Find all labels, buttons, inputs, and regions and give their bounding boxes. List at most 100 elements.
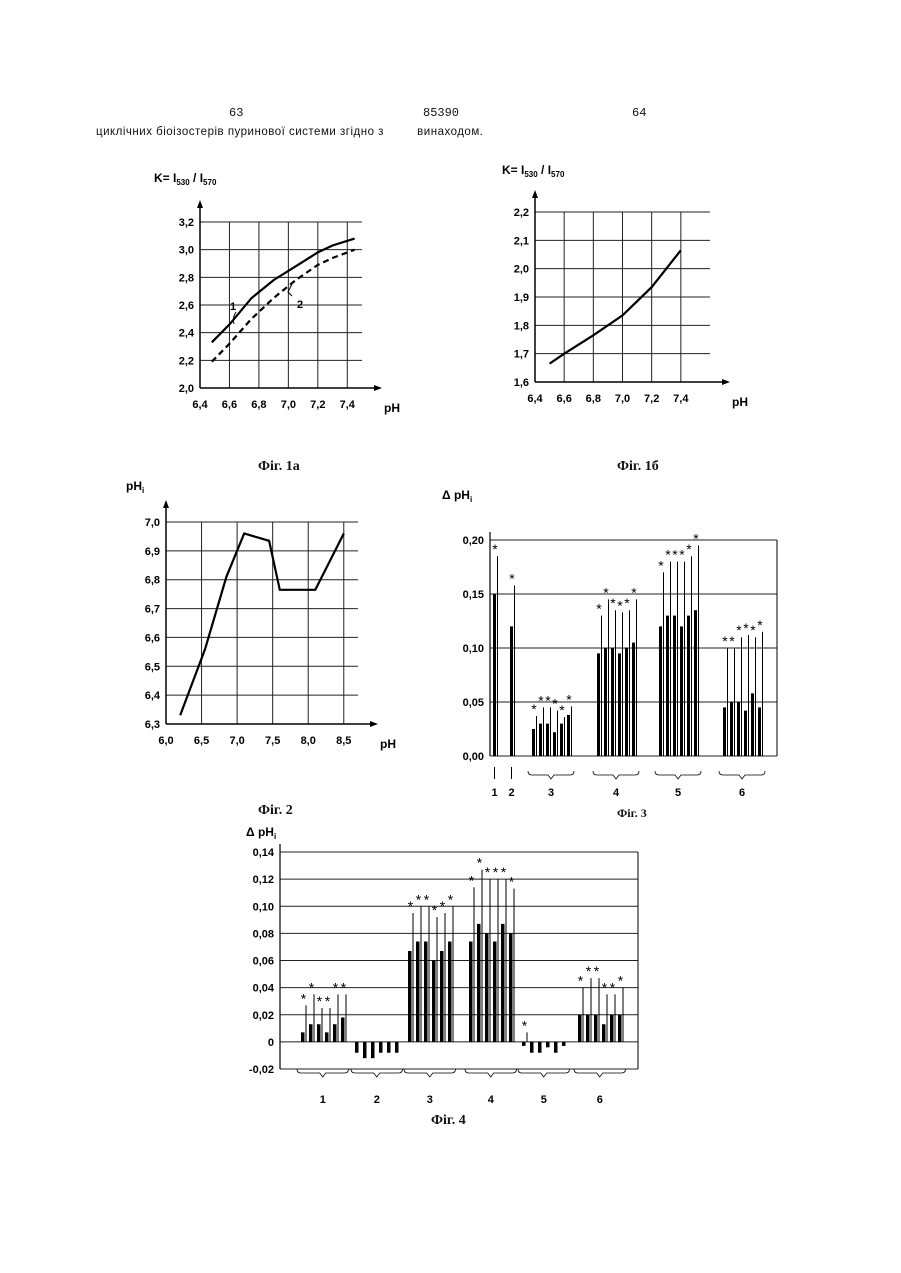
y-tick-label: 6,7 [145,604,160,616]
x-axis-label: pH [384,401,400,415]
bar [539,724,542,756]
y-tick-label: 0,05 [463,697,484,709]
fig1a-chart: 2,02,22,42,62,83,03,26,46,66,87,07,27,4p… [140,160,400,460]
fig1a-caption: Фіг. 1а [258,459,300,475]
y-tick-label: 2,2 [179,355,194,367]
y-tick-label: 0,10 [463,643,484,655]
bar [744,711,747,756]
x-tick-label: 7,2 [644,393,659,405]
bar [395,1042,399,1053]
bar [666,616,669,756]
fig1b-caption: Фіг. 1б [617,459,659,475]
bar [723,707,726,756]
group-label: 4 [488,1094,495,1106]
bar [659,626,662,756]
group-brace [655,771,701,779]
group-brace [518,1069,570,1077]
bar [680,626,683,756]
y-tick-label: 0,02 [253,1010,274,1022]
fig3-y-axis-label: Δ pHi [442,488,472,504]
significance-marker: * [610,979,616,995]
bar [594,1015,598,1042]
bar [618,653,621,756]
significance-marker: * [566,691,572,707]
significance-marker: * [722,633,728,649]
y-tick-label: 2,4 [179,328,195,340]
bar [522,1042,526,1046]
group-brace [593,771,639,779]
bar [625,648,628,756]
y-tick-label: 2,0 [179,383,194,395]
fig2-caption: Фіг. 2 [258,803,293,819]
x-tick-label: 8,5 [336,735,351,747]
group-label: 6 [597,1094,603,1106]
group-label: 4 [613,787,620,799]
bar [416,942,420,1042]
y-tick-label: 2,6 [179,300,194,312]
bar [309,1024,313,1042]
bar [333,1024,337,1042]
fig1a-y-axis-label: K= I530 / I570 [154,171,217,187]
y-tick-label: 3,2 [179,217,194,229]
significance-marker: * [416,891,422,907]
bar [562,1042,566,1046]
bar [325,1032,329,1041]
significance-marker: * [578,973,584,989]
y-tick-label: 3,0 [179,245,194,257]
significance-marker: * [686,541,692,557]
significance-marker: * [596,601,602,617]
significance-marker: * [602,979,608,995]
x-tick-label: 7,0 [281,399,296,411]
y-tick-label: 0,10 [253,901,274,913]
group-label: 3 [427,1094,433,1106]
bar [611,648,614,756]
right-page-number: 64 [632,106,646,120]
bar [546,724,549,756]
left-page-number: 63 [229,106,243,120]
bar [424,942,428,1042]
significance-marker: * [545,692,551,708]
x-tick-label: 7,4 [673,393,689,405]
bar [317,1024,321,1042]
significance-marker: * [624,595,630,611]
group-brace [574,1069,626,1077]
group-label: 2 [374,1094,380,1106]
bar [509,933,513,1042]
bar [379,1042,383,1053]
y-tick-label: 6,6 [145,632,160,644]
x-axis-label: pH [380,737,396,751]
significance-marker: * [736,622,742,638]
x-axis-label: pH [732,395,748,409]
significance-marker: * [594,963,600,979]
group-brace [404,1069,456,1077]
fig3-chart: 0,000,050,100,150,20*1*2******3******4**… [440,485,780,805]
bar [501,924,505,1042]
fig1b-y-axis-label: K= I530 / I570 [502,163,565,179]
bar [408,951,412,1042]
bar [469,942,473,1042]
x-tick-label: 6,5 [194,735,209,747]
series-line-1 [180,534,344,716]
y-tick-label: 1,7 [514,349,529,361]
y-axis-arrow [197,200,203,208]
significance-marker: * [408,898,414,914]
y-tick-label: 0,20 [463,535,484,547]
bar [477,924,481,1042]
x-tick-label: 6,4 [192,399,208,411]
group-brace [297,1069,349,1077]
significance-marker: * [631,584,637,600]
significance-marker: * [333,979,339,995]
group-brace [528,771,574,779]
bar [560,724,563,756]
y-tick-label: 2,8 [179,272,194,284]
bar [554,1042,558,1053]
significance-marker: * [301,990,307,1006]
x-tick-label: 7,0 [229,735,244,747]
fig2-y-axis-label: pHi [126,479,144,495]
bar [341,1017,345,1041]
y-tick-label: 0,00 [463,751,484,763]
fig2-chart: 6,36,46,56,66,76,86,97,06,06,57,07,58,08… [120,475,420,775]
group-brace [719,771,765,779]
fig4-caption: Фіг. 4 [431,1113,466,1129]
group-brace [351,1069,403,1077]
